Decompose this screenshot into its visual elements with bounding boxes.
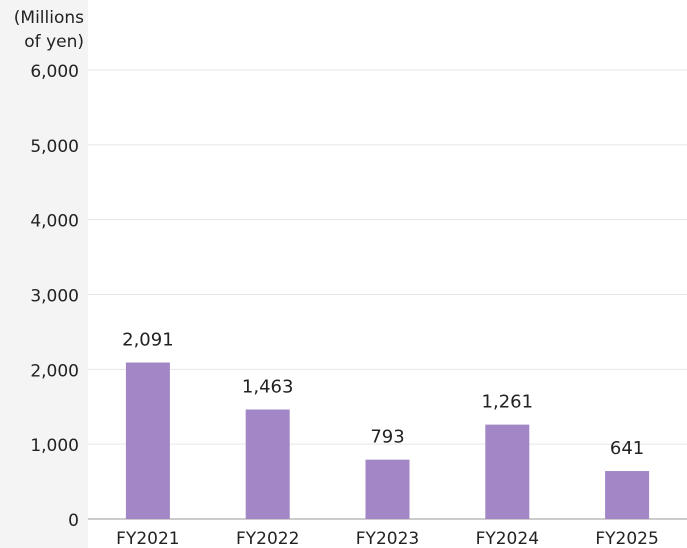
y-tick-label: 4,000 xyxy=(30,212,79,232)
bar xyxy=(485,424,530,519)
x-tick-label: FY2024 xyxy=(476,529,539,548)
value-label: 793 xyxy=(370,427,404,448)
y-tick-label: 2,000 xyxy=(30,361,79,381)
y-tick-label: 5,000 xyxy=(30,137,79,157)
value-label: 2,091 xyxy=(122,330,174,351)
axis-panel xyxy=(0,0,88,548)
value-label: 641 xyxy=(610,438,644,459)
bar xyxy=(365,459,410,519)
x-tick-label: FY2022 xyxy=(236,529,299,548)
y-tick-label: 3,000 xyxy=(30,287,79,307)
x-tick-label: FY2023 xyxy=(356,529,419,548)
x-tick-label: FY2021 xyxy=(116,529,179,548)
value-label: 1,463 xyxy=(242,377,294,398)
y-tick-label: 1,000 xyxy=(30,436,79,456)
y-tick-label: 0 xyxy=(68,511,79,531)
bar xyxy=(245,409,290,519)
bar xyxy=(125,362,170,519)
bar xyxy=(605,471,650,519)
value-label: 1,261 xyxy=(482,392,534,413)
y-axis-label: of yen) xyxy=(24,32,84,52)
y-axis-label: (Millions xyxy=(14,8,84,28)
y-tick-label: 6,000 xyxy=(30,62,79,82)
x-tick-label: FY2025 xyxy=(595,529,658,548)
